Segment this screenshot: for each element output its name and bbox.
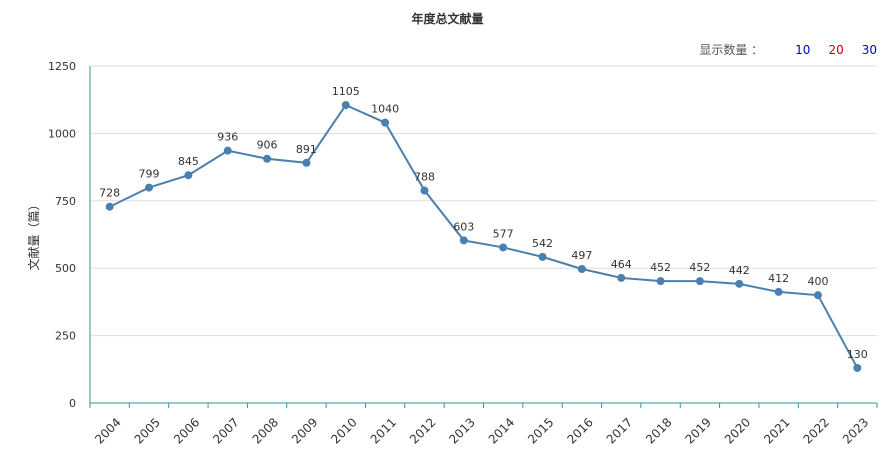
data-label: 603 [453,220,474,233]
y-tick-label: 750 [55,195,76,208]
data-point [656,277,665,286]
series-line-group [109,103,859,369]
data-point [223,146,232,155]
grid-lines [90,65,877,337]
y-tick-label: 250 [55,330,76,343]
x-tick-label: 2004 [92,415,123,446]
data-label: 452 [689,261,710,274]
data-point [538,252,547,261]
data-label: 412 [768,272,789,285]
display-count-option-10[interactable]: 10 [795,42,811,57]
data-point [499,243,508,252]
data-point [735,279,744,288]
data-label: 936 [217,131,238,144]
x-tick-label: 2017 [604,415,635,446]
y-tick-label: 0 [69,397,76,410]
data-label: 497 [571,249,592,262]
x-tick-label: 2006 [171,415,202,446]
data-label: 1105 [332,85,360,98]
x-axis: 2004 2005 2006 2007 2008 2009 2010 2011 2012 2013… [89,402,878,447]
x-tick-label: 2021 [761,415,792,446]
x-tick-label: 2019 [682,415,713,446]
data-label: 906 [257,139,278,152]
x-tick-label: 2022 [801,415,832,446]
data-label: 452 [650,261,671,274]
x-tick-label: 2013 [446,415,477,446]
x-tick-label: 2018 [643,415,674,446]
data-point [774,287,783,296]
data-point [105,202,114,211]
data-label: 442 [729,264,750,277]
data-label: 130 [847,348,868,361]
data-label: 577 [493,227,514,240]
x-tick-label: 2009 [289,415,320,446]
data-point [263,154,272,163]
data-label: 891 [296,143,317,156]
y-axis-ticks: 0 250 500 750 1000 1250 [48,60,76,410]
x-tick-label: 2020 [722,415,753,446]
data-point [577,265,586,274]
display-count-option-30[interactable]: 30 [861,42,877,57]
data-label: 788 [414,171,435,184]
x-tick-label: 2016 [564,415,595,446]
y-axis-label: 文献量（篇） [26,198,41,270]
data-point [145,183,154,192]
data-label: 1040 [371,103,399,116]
y-tick-label: 500 [55,262,76,275]
x-tick-label: 2011 [368,415,399,446]
data-point [302,158,311,167]
y-tick-label: 1000 [48,127,76,140]
x-tick-label: 2007 [210,415,241,446]
data-label: 728 [99,187,120,200]
x-tick-label: 2012 [407,415,438,446]
data-point [420,186,429,195]
series-line [109,103,859,369]
display-count-option-20[interactable]: 20 [828,42,844,57]
x-tick-label: 2008 [250,415,281,446]
data-label: 799 [139,168,160,181]
chart-title: 年度总文献量 [411,12,484,26]
y-tick-label: 1250 [48,60,76,73]
data-point [853,363,862,372]
x-tick-label: 2005 [132,415,163,446]
data-point [459,236,468,245]
x-tick-label: 2014 [486,415,517,446]
data-point [381,118,390,127]
data-label: 464 [611,258,632,271]
data-point [617,273,626,282]
data-point [813,291,822,300]
data-label: 400 [807,275,828,288]
data-point [695,277,704,286]
data-points [105,101,862,372]
data-labels: 728 799 845 936 906 891 1105 1040 788 603 577 542 49… [99,85,868,361]
data-label: 845 [178,155,199,168]
data-label: 542 [532,237,553,250]
x-tick-label: 2015 [525,415,556,446]
data-point [341,101,350,110]
display-count-label: 显示数量 ： [699,43,764,57]
x-tick-label: 2010 [328,415,359,446]
data-point [184,171,193,180]
display-count-selector: 显示数量 ： 10 20 30 [699,41,877,58]
x-tick-label: 2023 [840,415,871,446]
